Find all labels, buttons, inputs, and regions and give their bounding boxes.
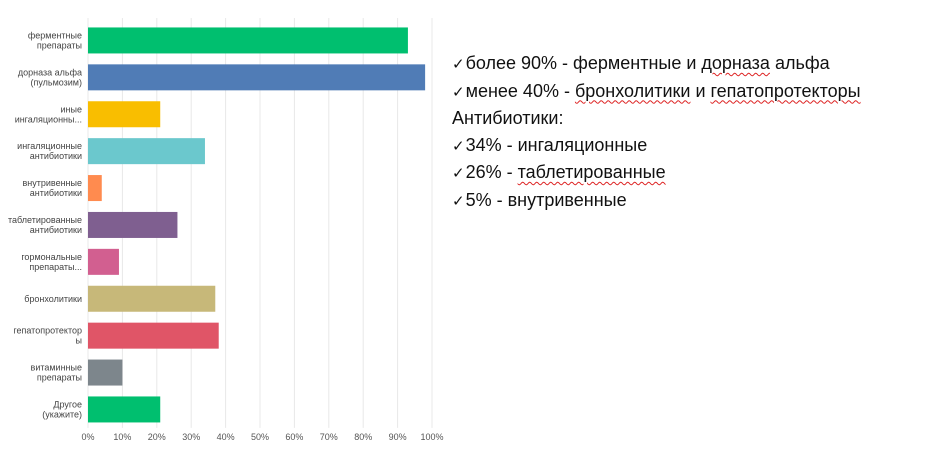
bar bbox=[88, 211, 178, 238]
bar bbox=[88, 175, 102, 202]
bar bbox=[88, 64, 426, 91]
category-label: препараты bbox=[37, 40, 82, 50]
x-tick-labels: 0% 10% 20% 30% 40% 50% 60% 70% 80% 90% 100% bbox=[81, 432, 443, 442]
category-label: антибиотики bbox=[30, 225, 82, 235]
x-tick-label: 10% bbox=[113, 432, 131, 442]
bar bbox=[88, 285, 216, 312]
category-label: (укажите) bbox=[42, 409, 82, 419]
x-tick-label: 30% bbox=[182, 432, 200, 442]
summary-notes: ✓более 90% - ферментные и дорназа альфа … bbox=[452, 50, 932, 214]
bar bbox=[88, 27, 408, 54]
bar bbox=[88, 359, 123, 386]
note-line-5: ✓26% - таблетированные bbox=[452, 162, 666, 182]
bar bbox=[88, 248, 119, 275]
x-tick-label: 60% bbox=[285, 432, 303, 442]
bar bbox=[88, 322, 219, 349]
x-tick-label: 0% bbox=[81, 432, 94, 442]
note-line-3: Антибиотики: bbox=[452, 108, 564, 128]
category-label: внутривенные bbox=[22, 178, 82, 188]
category-label: антибиотики bbox=[30, 151, 82, 161]
note-line-4: ✓34% - ингаляционные bbox=[452, 134, 648, 155]
check-icon: ✓ bbox=[452, 55, 465, 73]
category-label: антибиотики bbox=[30, 188, 82, 198]
category-label: витаминные bbox=[31, 363, 82, 373]
category-label: препараты... bbox=[29, 262, 82, 272]
category-label: ингаляционны... bbox=[15, 114, 82, 124]
note-line-6: ✓5% - внутривенные bbox=[452, 189, 627, 210]
check-icon: ✓ bbox=[452, 82, 465, 101]
x-tick-label: 20% bbox=[148, 432, 166, 442]
category-label: иные bbox=[61, 104, 82, 114]
category-label: препараты bbox=[37, 373, 82, 383]
bar bbox=[88, 396, 161, 423]
check-icon: ✓ bbox=[452, 191, 465, 210]
bar bbox=[88, 101, 161, 128]
x-tick-label: 80% bbox=[354, 432, 372, 442]
x-tick-label: 50% bbox=[251, 432, 269, 442]
note-line-2: ✓менее 40% - бронхолитики и гепатопротек… bbox=[452, 80, 861, 101]
category-label: бронхолитики bbox=[24, 294, 82, 304]
category-label: ферментные bbox=[28, 30, 82, 40]
x-tick-label: 70% bbox=[320, 432, 338, 442]
chart-bars bbox=[88, 27, 426, 423]
category-label: гепатопротектор bbox=[13, 326, 82, 336]
bar bbox=[88, 138, 205, 165]
x-tick-label: 100% bbox=[420, 432, 443, 442]
x-tick-label: 90% bbox=[389, 432, 407, 442]
check-icon: ✓ bbox=[452, 164, 465, 182]
note-line-1: ✓более 90% - ферментные и дорназа альфа bbox=[452, 53, 830, 73]
category-label: Другое bbox=[53, 399, 82, 409]
category-label: таблетированные bbox=[8, 215, 82, 225]
category-label: дорназа альфа bbox=[18, 67, 82, 77]
category-label: ингаляционные bbox=[17, 141, 82, 151]
category-label: гормональные bbox=[21, 252, 82, 262]
check-icon: ✓ bbox=[452, 136, 465, 155]
category-label: ы bbox=[76, 336, 82, 346]
x-tick-label: 40% bbox=[217, 432, 235, 442]
category-label: (пульмозим) bbox=[30, 77, 82, 87]
